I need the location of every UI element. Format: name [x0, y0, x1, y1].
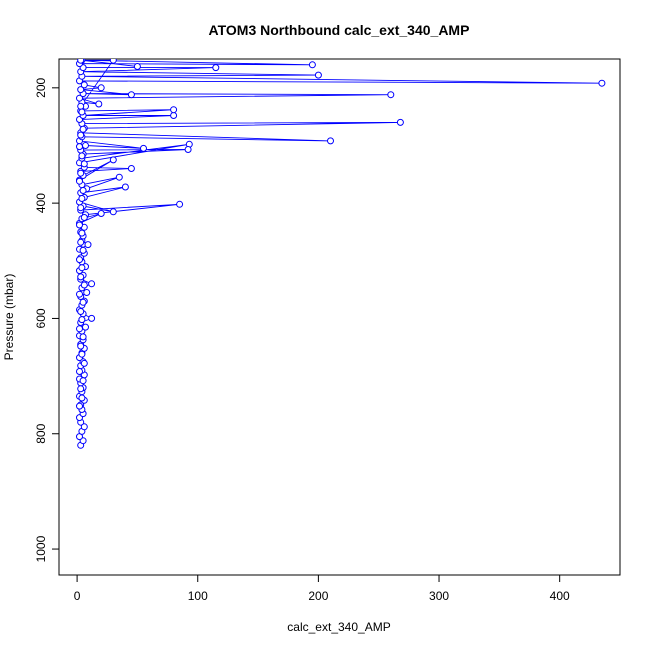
x-tick-label: 0 [74, 589, 81, 603]
data-point [78, 152, 86, 160]
data-point [78, 316, 86, 324]
data-point [78, 394, 86, 402]
x-tick-label: 400 [550, 589, 570, 603]
data-point [133, 63, 141, 70]
data-point [140, 144, 147, 152]
data-point [115, 173, 123, 181]
data-point [308, 61, 316, 69]
data-point [170, 112, 178, 119]
data-point [77, 273, 85, 281]
data-point [176, 200, 184, 208]
data-point [80, 281, 88, 289]
data-point [83, 289, 91, 296]
data-point [314, 71, 322, 79]
data-point [84, 241, 92, 249]
data-point [77, 342, 85, 350]
data-point [109, 156, 117, 164]
data-point [80, 160, 88, 168]
data-point [127, 165, 135, 172]
data-point [76, 143, 83, 151]
data-point [396, 118, 404, 126]
data-point [77, 102, 85, 110]
data-point [78, 108, 86, 116]
data-point [77, 86, 85, 94]
data-point [76, 177, 83, 185]
data-point [80, 81, 88, 89]
data-point [327, 137, 334, 145]
x-tick-label: 300 [429, 589, 449, 603]
data-point [77, 59, 85, 64]
data-point [77, 385, 85, 393]
data-point [212, 64, 220, 72]
data-point [97, 210, 105, 217]
data-point [76, 325, 83, 333]
data-point [184, 146, 192, 153]
data-point [77, 238, 85, 246]
data-point [80, 423, 88, 431]
y-tick-label: 1000 [34, 535, 48, 562]
x-tick-label: 200 [308, 589, 328, 603]
x-axis: 0 100 200 300 400 [74, 574, 570, 603]
data-point [109, 59, 117, 64]
data-point [76, 368, 83, 375]
data-point [76, 256, 83, 264]
data-point [109, 208, 117, 216]
data-point [88, 280, 96, 288]
data-point [76, 221, 83, 229]
data-point [76, 402, 83, 410]
x-axis-label: calc_ext_340_AMP [287, 620, 390, 634]
data-point [78, 264, 86, 272]
data-point [121, 183, 129, 191]
data-point [95, 100, 103, 108]
data-point [127, 91, 135, 99]
y-tick-label: 800 [34, 423, 48, 443]
data-point [79, 246, 87, 254]
data-point [76, 94, 83, 102]
x-tick-label: 100 [188, 589, 208, 603]
y-tick-label: 400 [34, 193, 48, 213]
data-point [76, 290, 83, 298]
data-point [78, 229, 86, 237]
data-point [88, 314, 96, 322]
data-point [79, 377, 87, 385]
plot-area [76, 59, 606, 449]
data-point [80, 359, 88, 367]
data-point [79, 298, 87, 306]
y-axis-label: Pressure (mbar) [2, 274, 16, 361]
data-point [170, 106, 178, 114]
data-point [79, 125, 87, 133]
data-point [82, 142, 89, 149]
y-tick-label: 200 [34, 77, 48, 97]
data-point [77, 169, 85, 177]
y-axis: 200 400 600 800 1000 [34, 77, 60, 562]
y-tick-label: 600 [34, 308, 48, 328]
data-point [78, 195, 86, 202]
data-point [79, 187, 87, 194]
data-point [78, 350, 86, 358]
data-point [77, 308, 85, 315]
data-point [598, 79, 606, 87]
data-point [77, 131, 85, 139]
data-point [387, 91, 395, 99]
data-point [80, 214, 88, 221]
chart-title: ATOM3 Northbound calc_ext_340_AMP [209, 22, 470, 38]
data-point [82, 323, 89, 331]
data-point [97, 84, 105, 92]
data-point [79, 333, 87, 341]
data-point [77, 204, 85, 212]
